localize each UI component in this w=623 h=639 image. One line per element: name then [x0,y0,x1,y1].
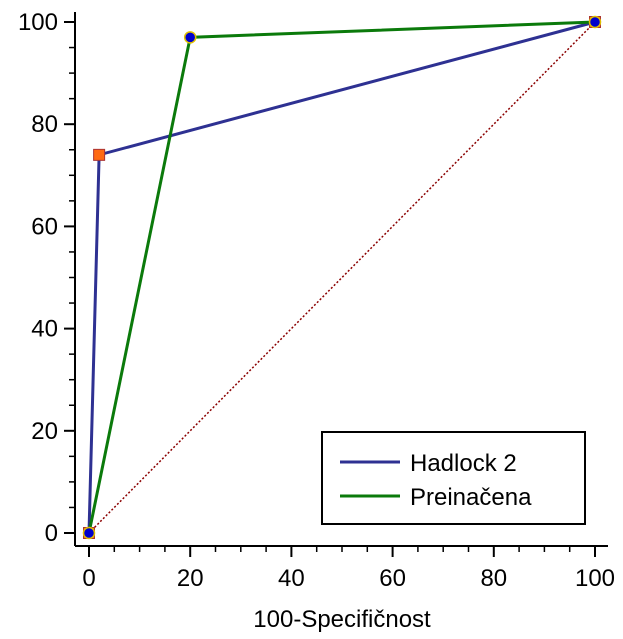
x-tick-label: 100 [575,565,615,592]
x-tick-label: 0 [82,565,95,592]
x-tick-label: 60 [379,565,406,592]
legend: Hadlock 2 Preinačena [321,431,586,525]
legend-label-preina-ena: Preinačena [410,484,532,511]
data-point-hadlock-2 [93,148,106,161]
legend-box [321,431,586,525]
series-layer [82,15,602,540]
y-tick-label: 40 [31,316,58,343]
x-tick-label: 20 [177,565,204,592]
legend-label-hadlock-2: Hadlock 2 [410,450,517,477]
y-tick-label: 0 [45,520,58,547]
y-tick-label: 60 [31,213,58,240]
data-point-preina-ena [183,31,197,44]
y-tick-label: 80 [31,111,58,138]
x-tick-label: 40 [278,565,305,592]
data-point-preina-ena [82,526,96,540]
axes: 0 20 40 60 80 100 0 20 40 60 80 100 [18,9,615,592]
x-axis-title: 100-Specifičnost [253,606,431,633]
y-tick-label: 100 [18,9,58,36]
data-point-preina-ena [588,15,602,29]
x-tick-label: 80 [480,565,507,592]
y-tick-label: 20 [31,418,58,445]
